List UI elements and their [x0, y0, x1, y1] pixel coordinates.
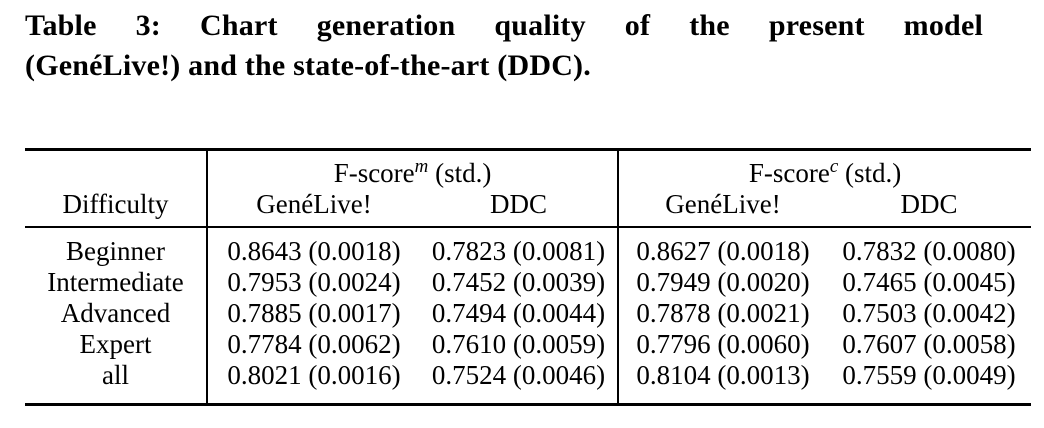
cell-m-genelive: 0.8021 (0.0016): [206, 360, 420, 405]
cell-m-genelive: 0.7784 (0.0062): [206, 329, 420, 360]
cell-c-genelive: 0.8104 (0.0013): [617, 360, 828, 405]
table-caption-line-1: Table 3: Chart generation quality of the…: [25, 9, 983, 42]
table-caption-line-2: (GenéLive!) and the state-of-the-art (DD…: [25, 49, 591, 82]
cell-c-ddc: 0.7503 (0.0042): [842, 298, 1016, 328]
table-caption: Table 3: Chart generation quality of the…: [25, 6, 983, 86]
cell-c-ddc: 0.7607 (0.0058): [842, 329, 1016, 359]
cell-m-ddc: 0.7494 (0.0044): [431, 298, 606, 328]
fscore-m-suffix: (std.): [428, 158, 492, 188]
cell-difficulty: all: [102, 360, 129, 390]
table-row-advanced: Advanced 0.7885 (0.0017) 0.7494 (0.0044)…: [25, 298, 1031, 329]
cell-c-genelive: 0.7949 (0.0020): [617, 267, 828, 298]
table-row-beginner: Beginner 0.8643 (0.0018) 0.7823 (0.0081)…: [25, 227, 1031, 267]
cell-c-ddc: 0.7832 (0.0080): [842, 236, 1016, 266]
column-header-c-ddc: DDC: [827, 189, 1032, 228]
cell-m-ddc: 0.7823 (0.0081): [431, 236, 606, 266]
cell-difficulty: Advanced: [60, 298, 171, 328]
cell-c-ddc: 0.7465 (0.0045): [842, 267, 1016, 297]
cell-m-ddc: 0.7452 (0.0039): [431, 267, 606, 297]
cell-difficulty: Beginner: [66, 236, 165, 266]
cell-difficulty: Expert: [79, 329, 152, 359]
cell-m-ddc: 0.7524 (0.0046): [431, 360, 606, 390]
fscore-m-prefix: F-score: [333, 158, 415, 188]
cell-c-ddc: 0.7559 (0.0049): [842, 360, 1016, 390]
cell-m-genelive: 0.7953 (0.0024): [206, 267, 420, 298]
table-row-intermediate: Intermediate 0.7953 (0.0024) 0.7452 (0.0…: [25, 267, 1031, 298]
table-row-all: all 0.8021 (0.0016) 0.7524 (0.0046) 0.81…: [25, 360, 1031, 405]
fscore-c-superscript: c: [829, 156, 839, 177]
cell-c-genelive: 0.8627 (0.0018): [617, 227, 828, 267]
fscore-m-superscript: m: [414, 156, 429, 177]
cell-m-genelive: 0.8643 (0.0018): [206, 227, 420, 267]
column-header-difficulty: Difficulty: [25, 189, 207, 228]
cell-m-ddc: 0.7610 (0.0059): [431, 329, 606, 359]
cell-c-genelive: 0.7796 (0.0060): [617, 329, 828, 360]
group-header-fscore-c: F-scorec (std.): [617, 149, 1032, 189]
fscore-c-prefix: F-score: [748, 158, 830, 188]
column-header-c-genelive: GenéLive!: [617, 189, 828, 228]
table-row-expert: Expert 0.7784 (0.0062) 0.7610 (0.0059) 0…: [25, 329, 1031, 360]
group-header-fscore-m: F-scorem (std.): [205, 149, 619, 189]
cell-m-genelive: 0.7885 (0.0017): [206, 298, 420, 329]
column-header-m-ddc: DDC: [420, 189, 619, 228]
fscore-c-suffix: (std.): [838, 158, 902, 188]
empty-header-cell: [25, 150, 207, 190]
cell-difficulty: Intermediate: [47, 267, 184, 297]
column-header-m-genelive: GenéLive!: [206, 189, 420, 228]
sub-header-row: Difficulty GenéLive! DDC GenéLive! DDC: [25, 189, 1032, 228]
cell-c-genelive: 0.7878 (0.0021): [617, 298, 828, 329]
results-table: F-scorem (std.) F-scorec (std.) Difficul…: [25, 148, 1032, 406]
group-header-row: F-scorem (std.) F-scorec (std.): [25, 149, 1032, 190]
